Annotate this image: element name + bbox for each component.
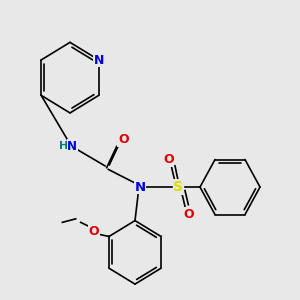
Text: O: O — [183, 208, 194, 221]
Text: H: H — [59, 142, 68, 152]
Text: S: S — [173, 180, 183, 194]
Text: O: O — [89, 225, 99, 238]
Text: O: O — [163, 153, 174, 167]
Text: O: O — [118, 133, 129, 146]
Text: N: N — [67, 140, 77, 153]
Text: N: N — [134, 181, 146, 194]
Text: N: N — [94, 53, 104, 67]
